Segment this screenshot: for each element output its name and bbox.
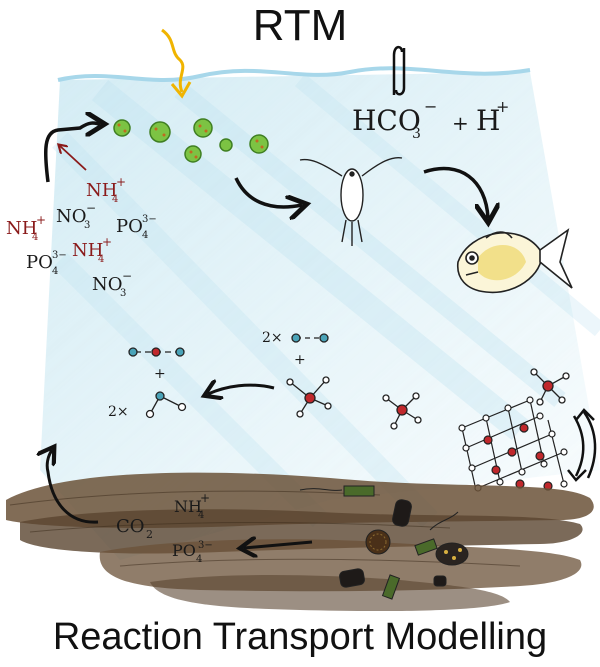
svg-text:+: + [452, 111, 469, 135]
svg-text:4: 4 [196, 554, 202, 565]
oxygen-molecules: 2× [262, 330, 329, 346]
svg-text:2×: 2× [262, 330, 283, 346]
remineralization-arrow [244, 542, 313, 548]
svg-text:4: 4 [198, 510, 204, 521]
water-molecules: 2× [108, 391, 187, 420]
svg-text:NH: NH [174, 497, 202, 516]
bicarbonate-label: HCO 3 − + H + [352, 97, 509, 142]
subtitle: Reaction Transport Modelling [52, 616, 548, 658]
nutrient-uptake-arrow [43, 123, 100, 183]
carbonate-molecule-3 [530, 368, 570, 406]
sediment-labels: CO 2 NH 4 + PO 4 3− [116, 491, 213, 565]
svg-text:4: 4 [112, 194, 118, 205]
svg-text:3: 3 [412, 126, 421, 142]
precipitation-arrows [567, 408, 597, 482]
svg-text:H: H [476, 104, 500, 137]
fish [457, 228, 573, 294]
plus-sign: + [154, 366, 166, 382]
nutrient-labels: NH 4 + NO 3 − NH 4 + PO 4 3− NH 4 + PO 4… [6, 175, 157, 299]
regeneration-arrow [60, 146, 87, 171]
svg-text:4: 4 [142, 230, 148, 241]
zooplankton [299, 156, 403, 246]
carbonate-molecule-2 [382, 392, 422, 430]
plus-sign-2: + [294, 352, 306, 368]
sunlight-arrow [161, 28, 185, 93]
svg-text:3−: 3− [142, 214, 157, 225]
svg-text:PO: PO [116, 216, 143, 237]
svg-text:2×: 2× [108, 404, 129, 420]
water-surface [57, 66, 531, 82]
grazing-arrow [234, 177, 302, 207]
svg-text:3: 3 [84, 220, 90, 231]
svg-text:PO: PO [172, 541, 196, 560]
carbonate-crystal-lattice [458, 396, 568, 492]
svg-text:4: 4 [32, 232, 38, 243]
svg-text:PO: PO [26, 252, 53, 273]
svg-text:+: + [116, 175, 126, 189]
svg-text:NO: NO [56, 206, 87, 227]
gas-exchange-arrows [392, 45, 406, 96]
svg-text:+: + [496, 97, 509, 116]
svg-text:−: − [122, 269, 132, 283]
svg-text:+: + [200, 491, 210, 505]
title: RTM [252, 1, 348, 50]
svg-text:NH: NH [6, 218, 37, 239]
svg-text:−: − [86, 201, 96, 215]
dissolution-arrow [208, 385, 275, 394]
svg-text:2: 2 [146, 528, 153, 541]
carbonate-molecule-1 [286, 376, 332, 418]
svg-text:NH: NH [72, 240, 103, 261]
svg-text:4: 4 [52, 266, 58, 277]
svg-text:−: − [424, 97, 437, 116]
svg-text:+: + [102, 235, 112, 249]
phytoplankton [113, 118, 269, 163]
svg-text:3−: 3− [52, 250, 67, 261]
svg-text:HCO: HCO [352, 104, 421, 137]
svg-text:CO: CO [116, 516, 145, 537]
svg-text:3−: 3− [198, 540, 213, 551]
svg-text:NO: NO [92, 274, 123, 295]
svg-text:+: + [36, 213, 46, 227]
co2-molecule [128, 347, 185, 357]
svg-text:3: 3 [120, 288, 126, 299]
svg-text:4: 4 [98, 254, 104, 265]
predation-arrow [423, 166, 488, 218]
water-column [40, 72, 600, 560]
benthic-flux-arrow [47, 450, 99, 524]
sediment-particles [299, 485, 469, 600]
svg-text:NH: NH [86, 180, 117, 201]
